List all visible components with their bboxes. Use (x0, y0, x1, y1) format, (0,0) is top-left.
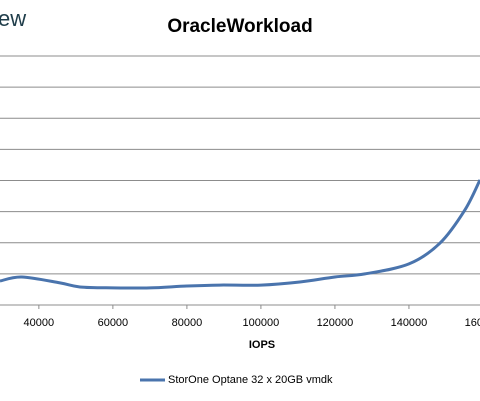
x-tick-label: 40000 (24, 317, 55, 329)
x-tick-label: 60000 (98, 317, 129, 329)
x-axis-label: IOPS (249, 339, 275, 351)
x-tick-label: 80000 (172, 317, 203, 329)
x-tick-label: 100000 (243, 317, 280, 329)
header-fragment: ew (0, 6, 26, 31)
x-tick-label: 160000 (465, 317, 480, 329)
legend-label: StorOne Optane 32 x 20GB vmdk (168, 374, 333, 386)
x-tick-label: 140000 (391, 317, 428, 329)
x-tick-label: 120000 (317, 317, 354, 329)
series-line (0, 179, 480, 290)
chart-title: OracleWorkload (167, 16, 312, 37)
